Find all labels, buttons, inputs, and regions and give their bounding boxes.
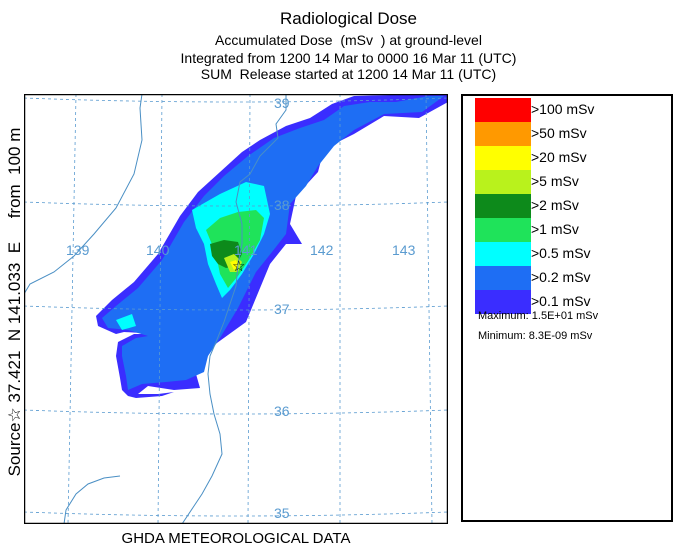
legend-swatch [475,170,531,194]
lat-label-36: 36 [274,403,290,419]
meridian-143 [425,94,433,524]
source-star-icon: ☆ [232,257,245,275]
legend-label: >50 mSv [531,125,587,141]
dose-plume [96,94,448,398]
legend-label: >0.1 mSv [531,293,591,309]
parallel-37 [24,305,448,311]
coastline [24,94,287,524]
source-location-label: Source☆ 37.421 N 141.033 E from 100 m [5,127,24,477]
legend-item: >100 mSv [475,98,665,122]
parallel-39 [24,97,448,103]
legend-item: >0.2 mSv [475,266,665,290]
dose-map: 139 140 141 142 143 39 38 37 36 35 ☆ [23,93,449,525]
lat-label-39: 39 [274,95,290,111]
lon-label-139: 139 [66,242,90,258]
longitude-labels: 139 140 141 142 143 [66,242,416,258]
chart-subtitle-release: SUM Release started at 1200 14 Mar 11 (U… [200,66,497,82]
legend-item: >5 mSv [475,170,665,194]
legend-label: >2 mSv [531,197,579,213]
chart-subtitle-period: Integrated from 1200 14 Mar to 0000 16 M… [180,50,517,66]
legend-item: >0.5 mSv [475,242,665,266]
legend-label: >1 mSv [531,221,579,237]
lat-label-38: 38 [274,197,290,213]
legend-swatch [475,194,531,218]
legend-label: >100 mSv [531,101,595,117]
lat-label-37: 37 [274,301,290,317]
legend-item: >20 mSv [475,146,665,170]
legend-label: >5 mSv [531,173,579,189]
legend-item: >2 mSv [475,194,665,218]
chart-title: Radiological Dose [279,9,418,28]
legend-minimum: Minimum: 8.3E-09 mSv [478,330,593,342]
coastline-bay [63,475,121,524]
legend-label: >20 mSv [531,149,587,165]
legend-label: >0.5 mSv [531,245,591,261]
coastline-west [24,94,143,295]
legend-swatch [475,146,531,170]
plume-level-0.2 [102,96,444,390]
legend-label: >0.2 mSv [531,269,591,285]
plume-level-20 [230,260,239,270]
legend-maximum: Maximum: 1.5E+01 mSv [478,310,599,322]
lon-label-140: 140 [146,242,170,258]
legend-item: >0.1 mSv [475,290,665,314]
legend-item: >1 mSv [475,218,665,242]
lat-label-35: 35 [274,505,290,521]
data-source-label: GHDA METEOROLOGICAL DATA [121,530,351,547]
parallel-35 [24,511,448,517]
plume-level-0.5-small [116,314,136,330]
lon-label-142: 142 [310,242,334,258]
parallel-38 [24,201,448,207]
legend-swatch [475,122,531,146]
latitude-labels: 39 38 37 36 35 [274,95,290,521]
legend-swatch [475,242,531,266]
map-border [23,93,449,525]
legend-swatch [475,266,531,290]
meridian-139 [67,94,77,524]
legend-item: >50 mSv [475,122,665,146]
chart-subtitle-quantity: Accumulated Dose (mSv ) at ground-level [215,32,482,48]
legend-swatch [475,98,531,122]
coastline-east [181,94,287,524]
lon-label-141: 141 [234,242,258,258]
graticule [24,94,448,524]
parallel-36 [24,409,448,415]
legend: >100 mSv >50 mSv >20 mSv >5 mSv >2 mSv >1 mSv… [461,94,673,522]
legend-swatch [475,218,531,242]
legend-swatch [475,290,531,314]
lon-label-143: 143 [392,242,416,258]
